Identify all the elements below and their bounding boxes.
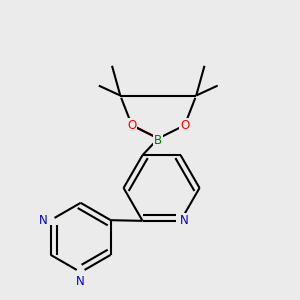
Text: O: O bbox=[127, 119, 136, 132]
Text: N: N bbox=[39, 214, 47, 227]
Text: N: N bbox=[179, 214, 188, 227]
Text: O: O bbox=[180, 119, 189, 132]
Text: B: B bbox=[154, 134, 162, 147]
Text: N: N bbox=[76, 275, 85, 289]
